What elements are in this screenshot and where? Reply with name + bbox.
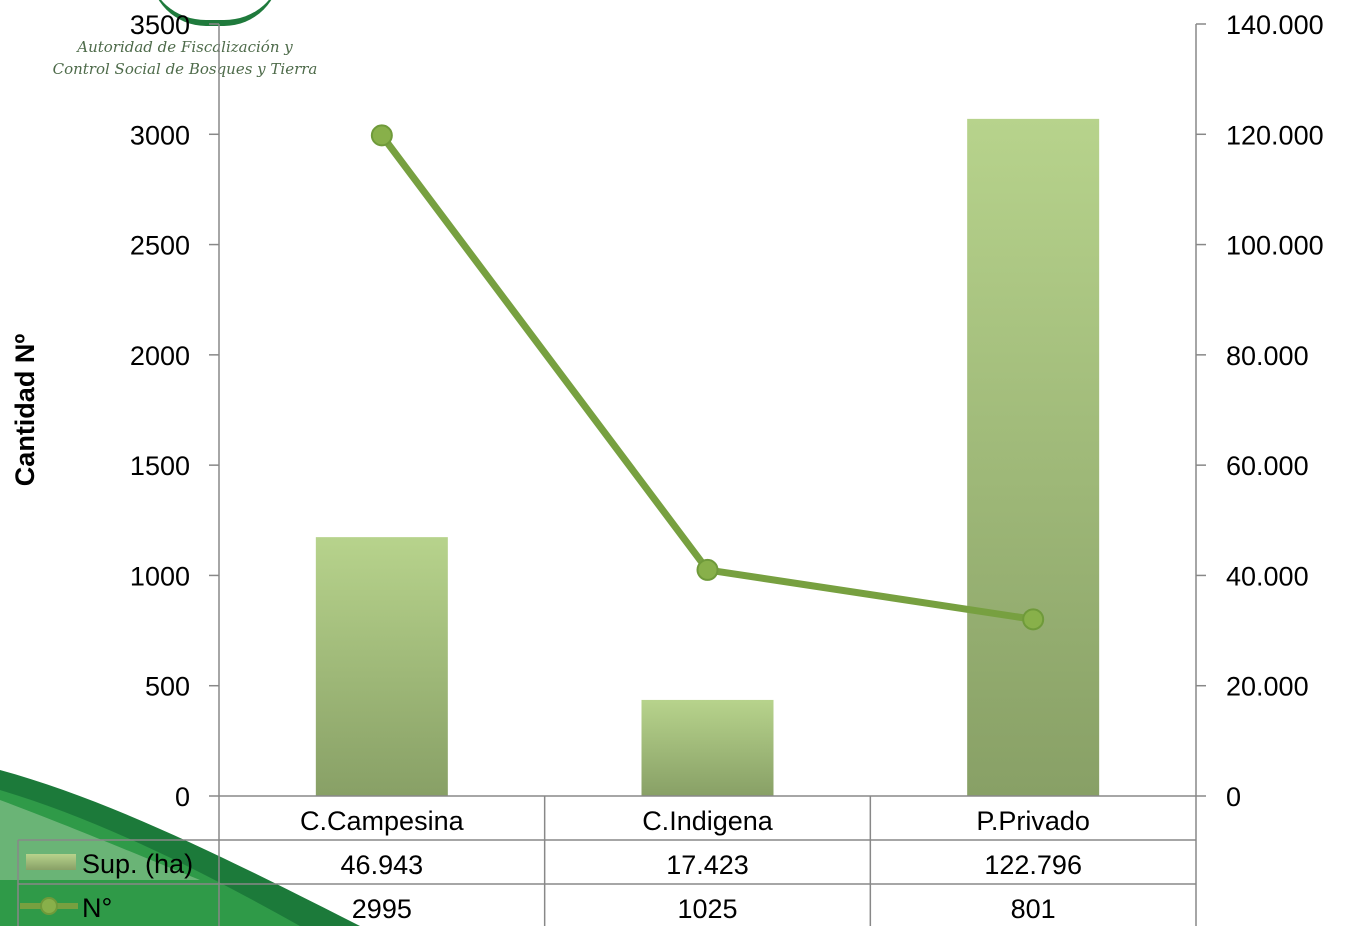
y2-tick-label: 100.000 (1226, 231, 1324, 261)
data-table: C.Campesina C.Indigena P.Privado Sup. (ha) 4… (17, 795, 1197, 926)
y2-tick-label: 60.000 (1226, 451, 1309, 481)
legend-bar-swatch (26, 854, 76, 870)
y-tick-label: 500 (145, 672, 190, 702)
line-point-pprivado (1022, 608, 1045, 631)
logo-text-line1: Autoridad de Fiscalización y (77, 38, 293, 56)
table-cell-n: 1025 (677, 894, 737, 924)
y-tick-label: 1000 (130, 561, 190, 591)
table-cell-sup: 46.943 (341, 850, 424, 880)
legend-bar-label: Sup. (ha) (82, 849, 193, 879)
logo-text-line2: Control Social de Bosques y Tierra (52, 60, 318, 78)
y2-tick-label: 140.000 (1226, 10, 1324, 40)
y2-tick-label: 80.000 (1226, 341, 1309, 371)
y2-axis-ticks: 0 20.000 40.000 60.000 80.000 100.000 120.000 1… (1196, 10, 1324, 812)
legend-line-marker (40, 897, 58, 915)
y2-tick-label: 120.000 (1226, 120, 1324, 150)
y-tick-label: 1500 (130, 451, 190, 481)
line-path (379, 133, 1034, 623)
y-axis-ticks: 0 500 1000 1500 2000 2500 3000 3500 (130, 10, 219, 812)
table-cell-n: 801 (1011, 894, 1056, 924)
table-cell-sup: 122.796 (984, 850, 1082, 880)
line-series (370, 124, 1045, 631)
y2-tick-label: 20.000 (1226, 672, 1309, 702)
line-point-cindigena (696, 558, 719, 581)
logo-arc-icon (150, 0, 280, 26)
category-label: C.Indigena (642, 806, 774, 836)
bar-cindigena (641, 699, 774, 796)
table-cell-sup: 17.423 (666, 850, 749, 880)
y-tick-label: 2500 (130, 231, 190, 261)
bar-series (315, 118, 1100, 796)
category-label: P.Privado (976, 806, 1090, 836)
y-tick-label: 3500 (130, 10, 190, 40)
y2-tick-label: 0 (1226, 782, 1241, 812)
y-tick-label: 2000 (130, 341, 190, 371)
y2-tick-label: 40.000 (1226, 561, 1309, 591)
bar-pprivado (967, 118, 1100, 796)
line-point-ccampesina (370, 124, 393, 147)
y-tick-label: 3000 (130, 120, 190, 150)
y-tick-label: 0 (175, 782, 190, 812)
bar-ccampesina (315, 537, 448, 796)
y-axis-label: Cantidad Nº (10, 334, 40, 487)
category-label: C.Campesina (300, 806, 465, 836)
table-cell-n: 2995 (352, 894, 412, 924)
axes (218, 24, 1197, 796)
legend-line-label: N° (82, 893, 112, 923)
